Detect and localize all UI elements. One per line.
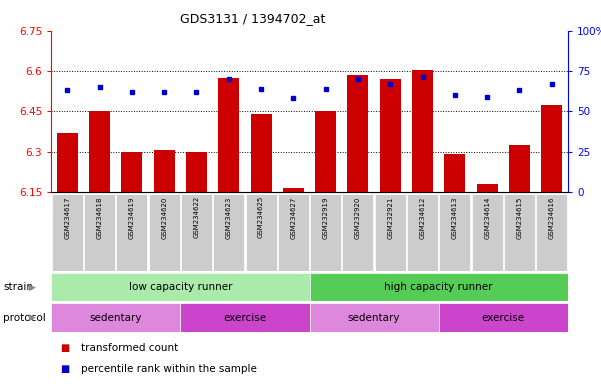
- Bar: [121, 152, 142, 192]
- Bar: [472, 194, 502, 271]
- Text: ■: ■: [60, 364, 69, 374]
- Bar: [375, 194, 406, 271]
- Bar: [51, 273, 310, 301]
- Bar: [117, 194, 147, 271]
- Text: high capacity runner: high capacity runner: [385, 282, 493, 292]
- Bar: [444, 154, 465, 192]
- Bar: [509, 145, 530, 192]
- Bar: [536, 194, 567, 271]
- Text: GSM232919: GSM232919: [323, 196, 329, 239]
- Text: GSM232921: GSM232921: [387, 196, 393, 238]
- Text: GSM234617: GSM234617: [64, 196, 70, 239]
- Bar: [439, 303, 568, 332]
- Bar: [504, 194, 535, 271]
- Bar: [347, 75, 368, 192]
- Text: low capacity runner: low capacity runner: [129, 282, 232, 292]
- Bar: [477, 184, 498, 192]
- Text: GSM234625: GSM234625: [258, 196, 264, 238]
- Bar: [181, 194, 212, 271]
- Text: GSM234613: GSM234613: [452, 196, 458, 239]
- Text: sedentary: sedentary: [348, 313, 400, 323]
- Bar: [186, 152, 207, 192]
- Text: exercise: exercise: [224, 313, 266, 323]
- Text: GSM234620: GSM234620: [161, 196, 167, 238]
- Bar: [154, 151, 175, 192]
- Text: GSM234616: GSM234616: [549, 196, 555, 239]
- Text: ■: ■: [60, 343, 69, 353]
- Bar: [52, 194, 83, 271]
- Bar: [56, 133, 78, 192]
- Text: GSM234619: GSM234619: [129, 196, 135, 239]
- Bar: [84, 194, 115, 271]
- Bar: [213, 194, 244, 271]
- Text: GSM234614: GSM234614: [484, 196, 490, 238]
- Text: GSM234618: GSM234618: [97, 196, 103, 239]
- Bar: [278, 194, 309, 271]
- Text: GSM234622: GSM234622: [194, 196, 200, 238]
- Text: GDS3131 / 1394702_at: GDS3131 / 1394702_at: [180, 12, 325, 25]
- Bar: [251, 114, 272, 192]
- Bar: [148, 194, 180, 271]
- Text: protocol: protocol: [3, 313, 46, 323]
- Text: transformed count: transformed count: [81, 343, 178, 353]
- Bar: [380, 79, 401, 192]
- Text: GSM234623: GSM234623: [226, 196, 232, 238]
- Bar: [180, 303, 310, 332]
- Text: percentile rank within the sample: percentile rank within the sample: [81, 364, 257, 374]
- Bar: [246, 194, 276, 271]
- Text: ▶: ▶: [29, 283, 35, 291]
- Bar: [315, 111, 336, 192]
- Bar: [412, 70, 433, 192]
- Text: ▶: ▶: [29, 313, 35, 322]
- Bar: [218, 78, 239, 192]
- Bar: [283, 188, 304, 192]
- Text: strain: strain: [3, 282, 33, 292]
- Bar: [343, 194, 373, 271]
- Bar: [310, 303, 439, 332]
- Bar: [89, 111, 110, 192]
- Text: GSM234615: GSM234615: [516, 196, 522, 238]
- Bar: [51, 303, 180, 332]
- Bar: [310, 273, 568, 301]
- Text: exercise: exercise: [482, 313, 525, 323]
- Text: GSM232920: GSM232920: [355, 196, 361, 238]
- Text: GSM234627: GSM234627: [290, 196, 296, 238]
- Bar: [310, 194, 341, 271]
- Bar: [439, 194, 471, 271]
- Text: GSM234612: GSM234612: [419, 196, 426, 238]
- Text: sedentary: sedentary: [90, 313, 142, 323]
- Bar: [407, 194, 438, 271]
- Bar: [542, 105, 563, 192]
